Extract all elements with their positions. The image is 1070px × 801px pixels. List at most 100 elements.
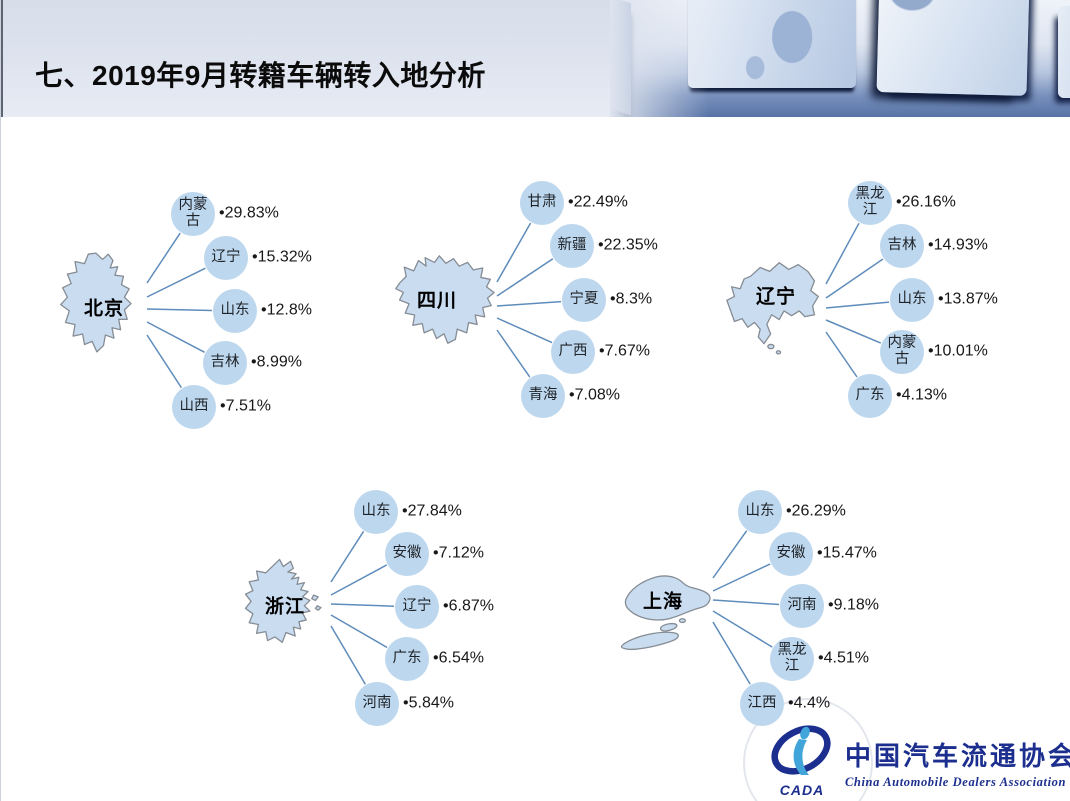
connector-line	[825, 331, 858, 378]
connector-line	[712, 563, 771, 592]
source-province-label-liaoning: 辽宁	[755, 286, 797, 308]
logo-name-cn: 中国汽车流通协会	[845, 742, 1070, 771]
origin-share-value: •22.49%	[568, 193, 628, 211]
origin-province-bubble: 黑龙江	[848, 181, 892, 225]
origin-share-value: •22.35%	[598, 236, 658, 254]
origin-share-value: •4.4%	[788, 694, 831, 712]
cada-logo: CADA 中国汽车流通协会 China Automobile Dealers A…	[769, 722, 1070, 798]
header-decoration-cubes	[610, 0, 1070, 117]
origin-province-bubble: 辽宁	[395, 585, 439, 629]
connector-line	[496, 222, 532, 283]
origin-province-bubble: 山东	[213, 289, 257, 333]
origin-province-bubble: 广东	[385, 637, 429, 681]
origin-share-value: •7.12%	[433, 544, 484, 562]
origin-share-value: •9.18%	[828, 596, 879, 614]
origin-province-bubble: 河南	[355, 682, 399, 726]
province-map-shanghai	[616, 563, 720, 659]
origin-share-value: •26.29%	[786, 502, 846, 520]
connector-line	[146, 232, 181, 284]
origin-share-value: •5.84%	[403, 694, 454, 712]
connector-line	[825, 301, 890, 309]
origin-province-name: 河南	[787, 597, 817, 614]
origin-province-bubble: 安徽	[769, 532, 813, 576]
origin-province-name: 青海	[528, 387, 558, 404]
origin-province-bubble: 宁夏	[562, 278, 606, 322]
origin-province-name: 辽宁	[402, 598, 432, 615]
province-map-zhejiang	[240, 555, 332, 653]
origin-province-name: 吉林	[210, 354, 240, 371]
slide-header	[1, 0, 1070, 117]
connector-line	[330, 603, 395, 607]
connector-line	[712, 530, 748, 579]
origin-share-value: •7.08%	[569, 386, 620, 404]
connector-line	[825, 222, 860, 285]
connector-line	[146, 267, 206, 298]
origin-share-value: •6.54%	[433, 649, 484, 667]
origin-province-bubble: 山西	[172, 385, 216, 429]
origin-province-bubble: 内蒙古	[171, 192, 215, 236]
connector-line	[330, 625, 366, 685]
origin-province-name: 内蒙古	[178, 197, 208, 229]
origin-province-name: 宁夏	[569, 291, 599, 308]
origin-share-value: •4.13%	[896, 386, 947, 404]
cada-ellipse-emblem-icon	[771, 725, 831, 775]
origin-province-name: 山东	[745, 503, 775, 520]
origin-province-bubble: 辽宁	[204, 236, 248, 280]
cube-partial-right	[1058, 6, 1070, 98]
origin-province-bubble: 山东	[738, 490, 782, 534]
origin-province-name: 河南	[362, 695, 392, 712]
origin-province-name: 甘肃	[527, 194, 557, 211]
cada-logo-icon: CADA	[769, 722, 835, 798]
origin-province-name: 山西	[179, 398, 209, 415]
origin-province-name: 广东	[855, 387, 885, 404]
origin-share-value: •7.67%	[599, 342, 650, 360]
origin-province-bubble: 山东	[354, 490, 398, 534]
origin-share-value: •4.51%	[818, 649, 869, 667]
origin-province-name: 辽宁	[211, 249, 241, 266]
cada-acronym: CADA	[779, 782, 825, 798]
connector-line	[146, 321, 205, 353]
origin-share-value: •10.01%	[928, 342, 988, 360]
origin-share-value: •15.32%	[252, 248, 312, 266]
origin-province-name: 黑龙江	[777, 642, 807, 674]
connector-line	[330, 564, 388, 596]
origin-province-bubble: 吉林	[203, 341, 247, 385]
province-map-sichuan	[392, 253, 496, 347]
origin-province-name: 广西	[558, 343, 588, 360]
origin-province-name: 江西	[747, 695, 777, 712]
connector-line	[712, 610, 773, 648]
origin-province-bubble: 山东	[890, 278, 934, 322]
origin-province-name: 广东	[392, 650, 422, 667]
origin-share-value: •14.93%	[928, 236, 988, 254]
origin-province-name: 山东	[220, 302, 250, 319]
origin-province-bubble: 甘肃	[520, 181, 564, 225]
origin-province-bubble: 内蒙古	[880, 330, 924, 374]
origin-province-bubble: 广西	[551, 330, 595, 374]
logo-name-en: China Automobile Dealers Association	[845, 775, 1067, 789]
connector-line	[712, 621, 751, 685]
origin-share-value: •27.84%	[402, 502, 462, 520]
origin-province-name: 山东	[897, 291, 927, 308]
connector-line	[496, 329, 531, 378]
origin-share-value: •12.8%	[261, 301, 312, 319]
origin-province-bubble: 河南	[780, 584, 824, 628]
origin-province-name: 吉林	[887, 237, 917, 254]
source-province-label-sichuan: 四川	[416, 290, 458, 312]
connector-line	[825, 319, 882, 344]
origin-share-value: •8.3%	[610, 290, 653, 308]
origin-share-value: •13.87%	[938, 290, 998, 308]
origin-share-value: •6.87%	[443, 597, 494, 615]
origin-province-name: 内蒙古	[887, 335, 917, 367]
origin-share-value: •29.83%	[219, 204, 279, 222]
connector-line	[825, 258, 884, 299]
origin-province-bubble: 安徽	[385, 532, 429, 576]
origin-province-name: 安徽	[776, 545, 806, 562]
origin-province-bubble: 新疆	[550, 224, 594, 268]
province-map-liaoning	[724, 255, 824, 361]
origin-province-bubble: 吉林	[880, 224, 924, 268]
origin-province-name: 安徽	[392, 545, 422, 562]
origin-province-name: 新疆	[557, 237, 587, 254]
connector-line	[496, 300, 562, 307]
